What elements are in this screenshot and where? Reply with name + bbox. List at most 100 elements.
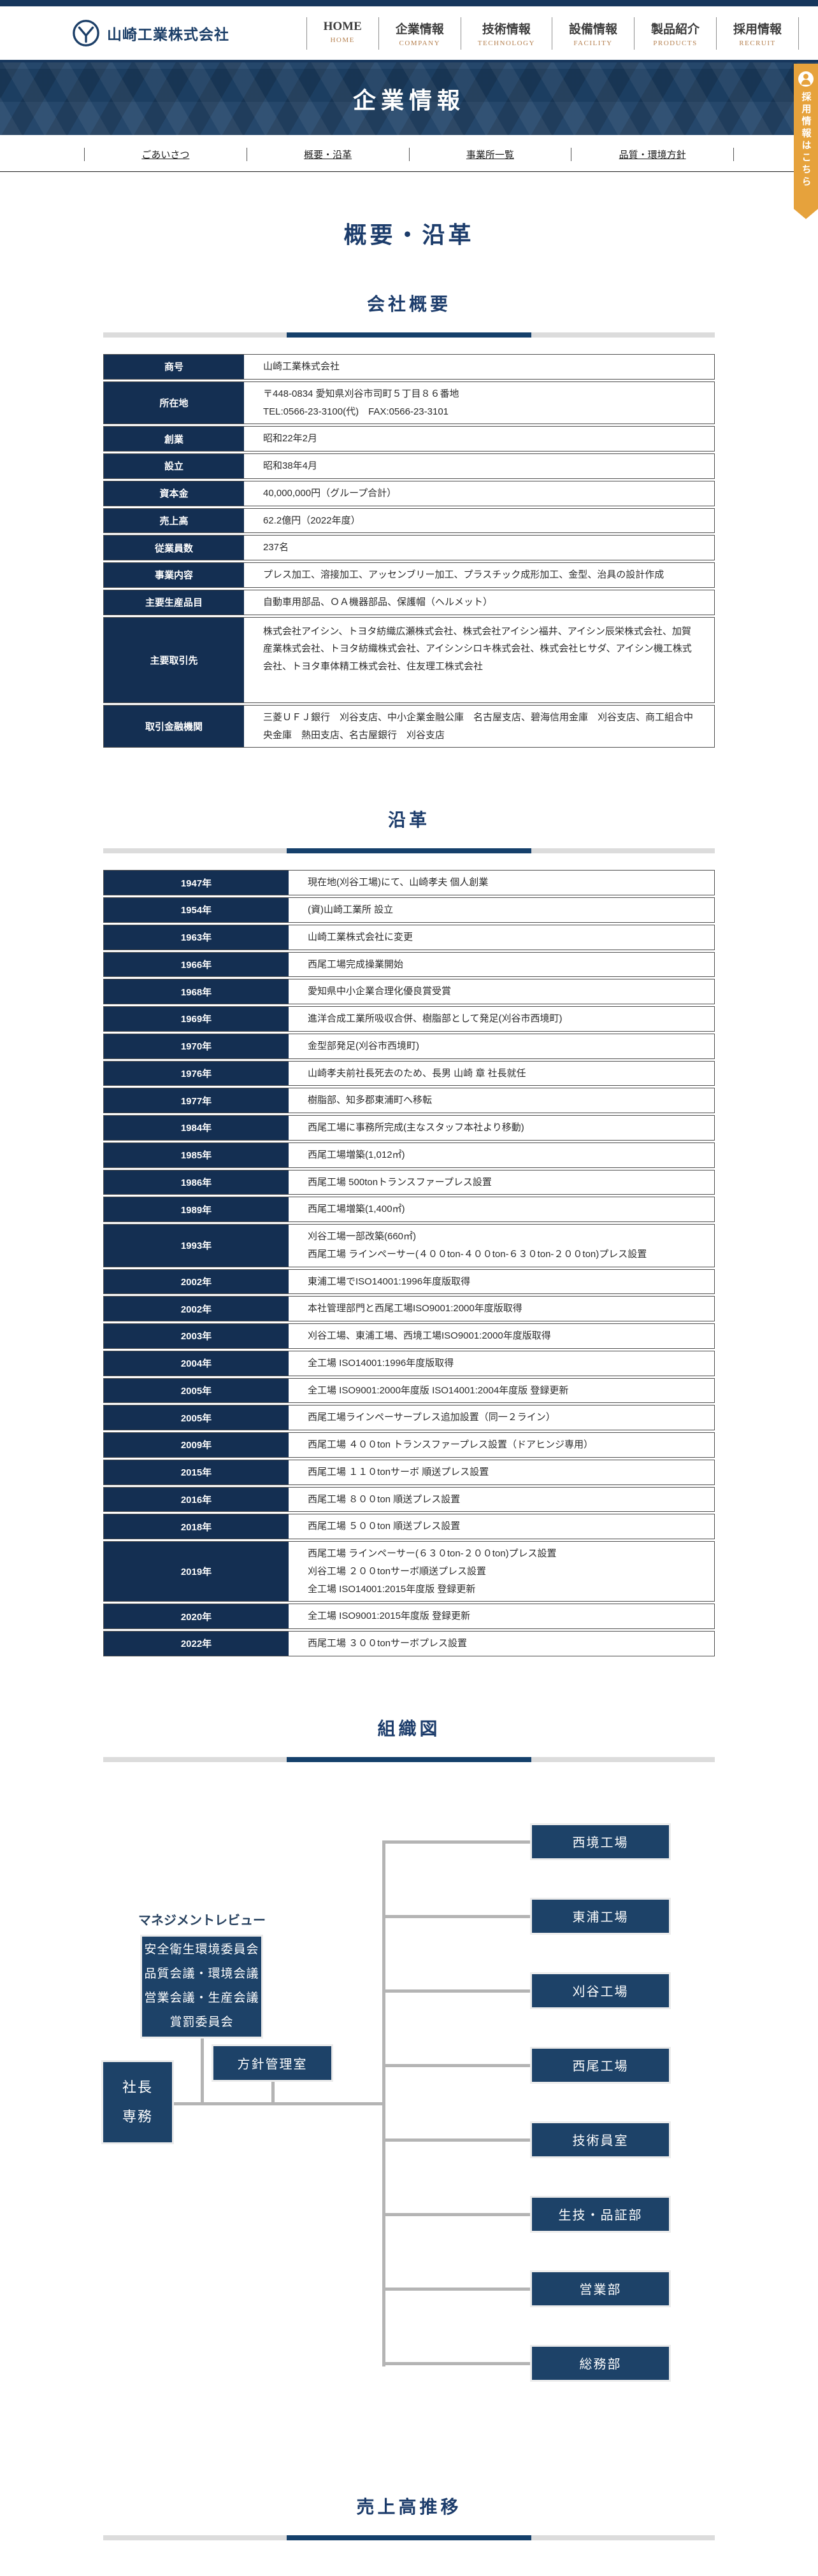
text-line: 刈谷工場 ２００tonサーボ順送プレス設置: [308, 1565, 487, 1577]
subnav-link[interactable]: ごあいさつ: [141, 150, 190, 160]
org-box-department: 総務部: [532, 2346, 669, 2380]
subnav-link[interactable]: 品質・環境方針: [619, 150, 686, 160]
subnav-link[interactable]: 事業所一覧: [466, 150, 514, 160]
table-row-value: 昭和38年4月: [244, 454, 714, 478]
table-row-label: 創業: [104, 427, 244, 451]
table-row: 1986年 西尾工場 500tonトランスファープレス設置: [103, 1169, 715, 1195]
text-line: 金型部発足(刈谷市西境町): [308, 1040, 419, 1051]
table-row: 1970年 金型部発足(刈谷市西境町): [103, 1033, 715, 1059]
header-nav-item[interactable]: HOME HOME: [306, 17, 378, 50]
table-row: 2009年 西尾工場 ４００ton トランスファープレス設置（ドアヒンジ専用）: [103, 1432, 715, 1458]
table-row-value: 愛知県中小企業合理化優良賞受賞: [289, 979, 714, 1004]
org-connector-line: [382, 2361, 533, 2365]
text-line: 西尾工場 ５００ton 順送プレス設置: [308, 1521, 461, 1532]
sales-trend-section: 売上高推移: [103, 2493, 715, 2540]
committee-item: 品質会議・環境会議: [144, 1967, 259, 1981]
banner-title: 企業情報: [352, 87, 465, 113]
text-line: (資)山崎工業所 設立: [308, 904, 394, 915]
text-line: 山崎工業株式会社に変更: [308, 931, 413, 943]
table-row-value: 山崎工業株式会社: [244, 355, 714, 379]
table-row: 従業員数 237名: [103, 535, 715, 560]
person-icon: [798, 71, 814, 87]
table-row: 創業 昭和22年2月: [103, 426, 715, 452]
nav-item-sublabel: PRODUCTS: [653, 39, 698, 47]
table-row-label: 1989年: [104, 1197, 289, 1221]
history-title: 沿革: [387, 810, 430, 830]
section-divider-bar: [103, 848, 715, 854]
org-connector-line: [382, 1840, 533, 1844]
header-nav-item[interactable]: 技術情報 TECHNOLOGY: [460, 17, 552, 50]
table-row: 1985年 西尾工場増築(1,012㎡): [103, 1142, 715, 1168]
table-row-value: 全工場 ISO9001:2015年度版 登録更新: [289, 1604, 714, 1628]
table-row-value: 西尾工場 ラインペーサー(６３０ton-２００ton)プレス設置 刈谷工場 ２００…: [289, 1542, 714, 1601]
table-row-value: 刈谷工場、東浦工場、西境工場ISO9001:2000年度版取得: [289, 1324, 714, 1348]
table-row: 2022年 西尾工場 ３００tonサーボプレス設置: [103, 1631, 715, 1656]
table-row-label: 取引金融機関: [104, 705, 244, 748]
table-row: 2019年 西尾工場 ラインペーサー(６３０ton-２００ton)プレス設置 刈谷…: [103, 1541, 715, 1602]
management-review-label: マネジメントレビュー: [138, 1913, 266, 1928]
table-row-label: 2004年: [104, 1351, 289, 1376]
committee-item: 安全衛生環境委員会: [144, 1943, 259, 1957]
table-row: 資本金 40,000,000円（グループ合計）: [103, 480, 715, 506]
table-row-label: 1970年: [104, 1034, 289, 1058]
table-row-value: 全工場 ISO14001:1996年度版取得: [289, 1351, 714, 1376]
table-row-value: 山崎孝夫前社長死去のため、長男 山崎 章 社長就任: [289, 1062, 714, 1086]
text-line: 西尾工場増築(1,400㎡): [308, 1204, 405, 1215]
subnav-link[interactable]: 概要・沿革: [304, 150, 352, 160]
org-connector-line: [382, 2287, 533, 2291]
org-connector-line: [382, 2063, 533, 2067]
text-line: 自動車用部品、ＯＡ機器部品、保護帽（ヘルメット）: [263, 596, 493, 608]
text-line: 刈谷工場、東浦工場、西境工場ISO9001:2000年度版取得: [308, 1330, 551, 1341]
table-row: 設立 昭和38年4月: [103, 453, 715, 479]
text-line: 昭和22年2月: [263, 433, 318, 445]
page-title: 概要・沿革: [343, 222, 475, 248]
table-row: 1984年 西尾工場に事務所完成(主なスタッフ本社より移動): [103, 1115, 715, 1141]
table-row-label: 従業員数: [104, 536, 244, 560]
table-row: 2005年 全工場 ISO9001:2000年度版 ISO14001:2004年…: [103, 1377, 715, 1404]
header-nav-item[interactable]: 製品紹介 PRODUCTS: [633, 17, 716, 50]
nav-item-sublabel: FACILITY: [573, 39, 613, 47]
org-chart-title: 組織図: [377, 1718, 441, 1739]
recruit-ribbon-button[interactable]: 採用情報はこちら: [794, 64, 818, 219]
table-row-value: 62.2億円（2022年度）: [244, 509, 714, 533]
org-main-line: [171, 2102, 385, 2105]
table-row: 2002年 本社管理部門と西尾工場ISO9001:2000年度版取得: [103, 1296, 715, 1321]
table-row-label: 1984年: [104, 1116, 289, 1140]
text-line: 62.2億円（2022年度）: [263, 515, 361, 526]
table-row-value: 株式会社アイシン、トヨタ紡織広瀬株式会社、株式会社アイシン福井、アイシン辰栄株式…: [244, 618, 714, 702]
table-row-label: 商号: [104, 355, 244, 379]
nav-item-sublabel: RECRUIT: [739, 39, 776, 47]
org-connector-line: [382, 2138, 533, 2142]
text-line: 全工場 ISO9001:2000年度版 ISO14001:2004年度版 登録更…: [308, 1384, 569, 1396]
company-logo[interactable]: 山崎工業株式会社: [71, 18, 229, 48]
section-divider-accent: [287, 332, 531, 338]
text-line: 現在地(刈谷工場)にて、山崎孝夫 個人創業: [308, 877, 489, 888]
table-row-value: 全工場 ISO9001:2000年度版 ISO14001:2004年度版 登録更…: [289, 1379, 714, 1403]
header-nav-item[interactable]: 採用情報 RECRUIT: [715, 17, 799, 50]
table-row-label: 2016年: [104, 1487, 289, 1512]
header-nav-item[interactable]: 企業情報 COMPANY: [378, 17, 461, 50]
table-row: 取引金融機関 三菱ＵＦＪ銀行 刈谷支店、中小企業金融公庫 名古屋支店、碧海信用金…: [103, 704, 715, 748]
top-accent-bar: [0, 0, 818, 6]
table-row: 主要取引先 株式会社アイシン、トヨタ紡織広瀬株式会社、株式会社アイシン福井、アイ…: [103, 616, 715, 703]
table-row-value: 西尾工場増築(1,012㎡): [289, 1143, 714, 1167]
org-box-department: 生技・品証部: [532, 2197, 669, 2231]
table-row-label: 1985年: [104, 1142, 289, 1167]
text-line: 刈谷工場一部改築(660㎡): [308, 1231, 417, 1242]
org-box-department: 東浦工場: [532, 1899, 669, 1933]
table-row-label: 1947年: [104, 871, 289, 895]
table-row-label: 2015年: [104, 1460, 289, 1484]
nav-item-label: 採用情報: [733, 22, 782, 36]
table-row-value: 237名: [244, 536, 714, 560]
table-row-label: 2002年: [104, 1297, 289, 1321]
table-row: 所在地 〒448-0834 愛知県刈谷市司町５丁目８６番地 TEL:0566-23…: [103, 381, 715, 425]
org-box-department: 西境工場: [532, 1825, 669, 1858]
page-banner: 企業情報: [0, 60, 818, 135]
org-connector-line: [382, 1989, 533, 1993]
header-nav-item[interactable]: 設備情報 FACILITY: [551, 17, 634, 50]
table-row-label: 資本金: [104, 481, 244, 506]
table-row-label: 2005年: [104, 1405, 289, 1430]
org-chart: マネジメントレビュー 安全衛生環境委員会 品質会議・環境会議 営業会議・生産会議…: [103, 1790, 715, 2452]
table-row-value: プレス加工、溶接加工、アッセンブリー加工、プラスチック成形加工、金型、治具の設計…: [244, 563, 714, 587]
nav-item-label: 製品紹介: [650, 22, 700, 36]
